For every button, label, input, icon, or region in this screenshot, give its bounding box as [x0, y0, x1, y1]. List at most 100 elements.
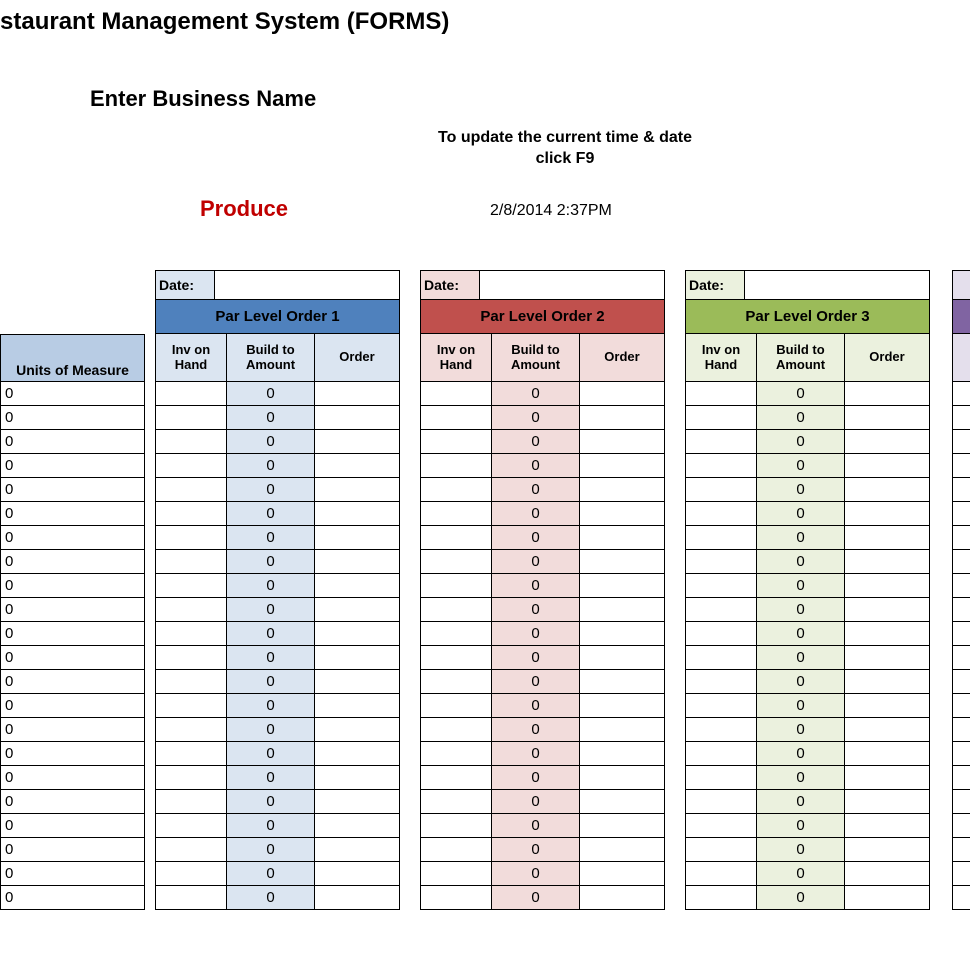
inv-cell[interactable] — [685, 718, 757, 742]
build-cell[interactable]: 0 — [227, 838, 315, 862]
order-cell[interactable] — [580, 718, 665, 742]
order-cell[interactable] — [845, 406, 930, 430]
inv-cell[interactable] — [155, 646, 227, 670]
build-cell[interactable]: 0 — [227, 406, 315, 430]
build-cell[interactable]: 0 — [227, 526, 315, 550]
order-cell[interactable] — [845, 814, 930, 838]
order-cell[interactable] — [845, 550, 930, 574]
inv-cell[interactable] — [155, 766, 227, 790]
uom-cell[interactable]: 0 — [0, 790, 145, 814]
inv-cell[interactable] — [420, 814, 492, 838]
inv-cell[interactable] — [420, 718, 492, 742]
inv-cell[interactable] — [952, 550, 970, 574]
inv-cell[interactable] — [155, 886, 227, 910]
build-cell[interactable]: 0 — [492, 502, 580, 526]
build-cell[interactable]: 0 — [757, 670, 845, 694]
order-cell[interactable] — [580, 382, 665, 406]
uom-cell[interactable]: 0 — [0, 550, 145, 574]
inv-cell[interactable] — [952, 526, 970, 550]
inv-cell[interactable] — [155, 526, 227, 550]
order-cell[interactable] — [315, 718, 400, 742]
inv-cell[interactable] — [952, 790, 970, 814]
order-cell[interactable] — [580, 670, 665, 694]
build-cell[interactable]: 0 — [492, 646, 580, 670]
inv-cell[interactable] — [952, 622, 970, 646]
inv-cell[interactable] — [420, 598, 492, 622]
build-cell[interactable]: 0 — [227, 478, 315, 502]
uom-cell[interactable]: 0 — [0, 598, 145, 622]
order-cell[interactable] — [580, 454, 665, 478]
build-cell[interactable]: 0 — [227, 454, 315, 478]
inv-cell[interactable] — [420, 646, 492, 670]
build-cell[interactable]: 0 — [227, 502, 315, 526]
build-cell[interactable]: 0 — [227, 382, 315, 406]
uom-cell[interactable]: 0 — [0, 718, 145, 742]
build-cell[interactable]: 0 — [227, 886, 315, 910]
inv-cell[interactable] — [685, 766, 757, 790]
build-cell[interactable]: 0 — [757, 406, 845, 430]
build-cell[interactable]: 0 — [757, 694, 845, 718]
build-cell[interactable]: 0 — [492, 526, 580, 550]
uom-cell[interactable]: 0 — [0, 646, 145, 670]
inv-cell[interactable] — [952, 406, 970, 430]
build-cell[interactable]: 0 — [227, 766, 315, 790]
uom-cell[interactable]: 0 — [0, 382, 145, 406]
inv-cell[interactable] — [685, 862, 757, 886]
inv-cell[interactable] — [155, 790, 227, 814]
order-cell[interactable] — [315, 838, 400, 862]
order-cell[interactable] — [315, 814, 400, 838]
order-cell[interactable] — [315, 430, 400, 454]
order-cell[interactable] — [580, 886, 665, 910]
order-cell[interactable] — [315, 382, 400, 406]
inv-cell[interactable] — [685, 550, 757, 574]
inv-cell[interactable] — [685, 790, 757, 814]
inv-cell[interactable] — [420, 790, 492, 814]
inv-cell[interactable] — [685, 670, 757, 694]
build-cell[interactable]: 0 — [757, 454, 845, 478]
build-cell[interactable]: 0 — [757, 838, 845, 862]
inv-cell[interactable] — [685, 430, 757, 454]
order-cell[interactable] — [845, 742, 930, 766]
uom-cell[interactable]: 0 — [0, 574, 145, 598]
inv-cell[interactable] — [685, 478, 757, 502]
build-cell[interactable]: 0 — [757, 478, 845, 502]
inv-cell[interactable] — [952, 598, 970, 622]
inv-cell[interactable] — [420, 430, 492, 454]
build-cell[interactable]: 0 — [492, 574, 580, 598]
order-cell[interactable] — [845, 574, 930, 598]
inv-cell[interactable] — [685, 622, 757, 646]
inv-cell[interactable] — [155, 550, 227, 574]
order-cell[interactable] — [315, 622, 400, 646]
inv-cell[interactable] — [420, 886, 492, 910]
order-cell[interactable] — [315, 766, 400, 790]
inv-cell[interactable] — [155, 814, 227, 838]
uom-cell[interactable]: 0 — [0, 766, 145, 790]
build-cell[interactable]: 0 — [227, 742, 315, 766]
order-cell[interactable] — [315, 526, 400, 550]
inv-cell[interactable] — [155, 622, 227, 646]
order-cell[interactable] — [315, 406, 400, 430]
inv-cell[interactable] — [685, 742, 757, 766]
inv-cell[interactable] — [952, 694, 970, 718]
order-cell[interactable] — [315, 550, 400, 574]
inv-cell[interactable] — [952, 862, 970, 886]
inv-cell[interactable] — [155, 430, 227, 454]
uom-cell[interactable]: 0 — [0, 478, 145, 502]
order-cell[interactable] — [845, 646, 930, 670]
order-cell[interactable] — [580, 478, 665, 502]
inv-cell[interactable] — [420, 550, 492, 574]
build-cell[interactable]: 0 — [757, 646, 845, 670]
order-cell[interactable] — [845, 766, 930, 790]
inv-cell[interactable] — [952, 718, 970, 742]
order-cell[interactable] — [580, 550, 665, 574]
build-cell[interactable]: 0 — [757, 598, 845, 622]
order-cell[interactable] — [845, 886, 930, 910]
build-cell[interactable]: 0 — [227, 646, 315, 670]
inv-cell[interactable] — [420, 406, 492, 430]
inv-cell[interactable] — [420, 694, 492, 718]
inv-cell[interactable] — [420, 622, 492, 646]
order-cell[interactable] — [315, 598, 400, 622]
build-cell[interactable]: 0 — [757, 790, 845, 814]
build-cell[interactable]: 0 — [757, 574, 845, 598]
inv-cell[interactable] — [952, 886, 970, 910]
